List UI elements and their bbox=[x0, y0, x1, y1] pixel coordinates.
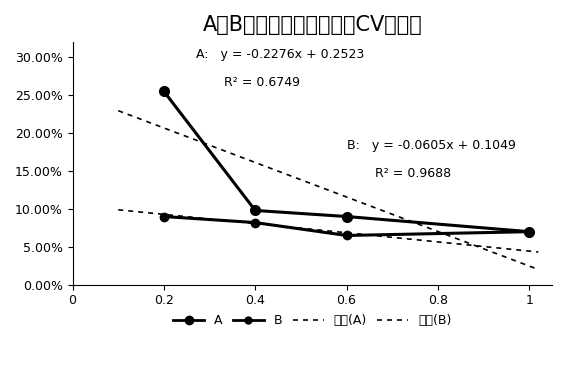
Text: B:   y = -0.0605x + 0.1049: B: y = -0.0605x + 0.1049 bbox=[346, 139, 515, 152]
Text: R² = 0.9688: R² = 0.9688 bbox=[346, 152, 451, 180]
Text: R² = 0.6749: R² = 0.6749 bbox=[196, 61, 300, 89]
Legend: A, B, 线性(A), 线性(B): A, B, 线性(A), 线性(B) bbox=[168, 309, 456, 332]
Text: A:   y = -0.2276x + 0.2523: A: y = -0.2276x + 0.2523 bbox=[196, 48, 364, 61]
Title: A、B组测试不同浓度样本CV的比较: A、B组测试不同浓度样本CV的比较 bbox=[202, 15, 422, 35]
